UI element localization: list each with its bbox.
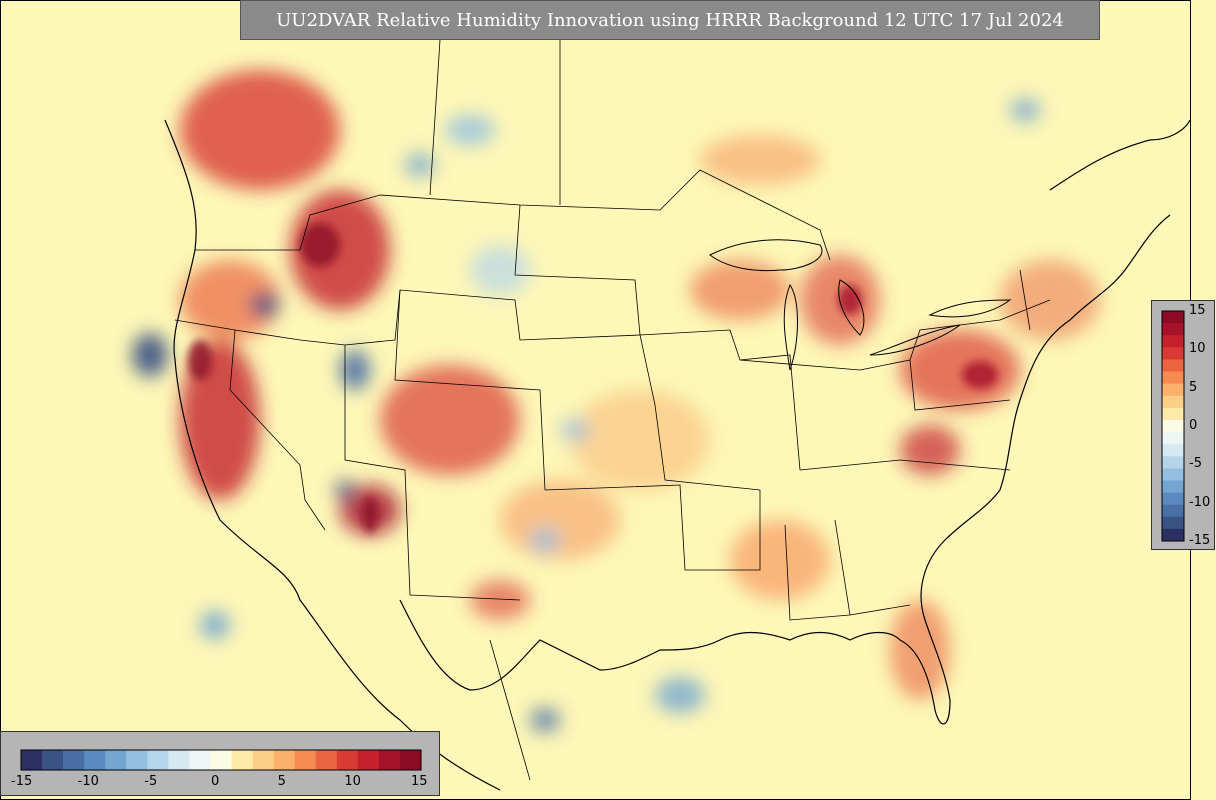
- great-lakes: [709, 239, 1012, 371]
- colorbar-h-tick-label: 5: [277, 774, 286, 789]
- colorbar-v-swatch: [1162, 395, 1184, 409]
- colorbar-v-swatch: [1162, 359, 1184, 373]
- colorbar-h-swatch: [21, 750, 43, 770]
- colorbar-h-swatch: [231, 750, 254, 770]
- colorbar-h-swatch: [336, 750, 359, 770]
- colorbar-h-swatch: [315, 750, 338, 770]
- innovation-field-fine: [188, 223, 998, 533]
- colorbar-h-swatch: [147, 750, 169, 770]
- colorbar-h-swatch: [378, 750, 401, 770]
- colorbar-horizontal: -15 -10 -5 0 5 10 15: [0, 731, 440, 796]
- colorbar-v-swatch: [1162, 444, 1184, 457]
- colorbar-vertical: 15 10 5 0 -5 -10 -15: [1151, 300, 1215, 550]
- colorbar-v-swatch: [1162, 407, 1184, 421]
- colorbar-v-swatch: [1162, 335, 1184, 348]
- colorbar-h-tick-label: 10: [344, 774, 361, 789]
- colorbar-h-swatch: [252, 750, 275, 770]
- colorbar-v-tick-label: 5: [1189, 379, 1198, 395]
- colorbar-h-swatch: [189, 750, 211, 770]
- colorbar-v-swatch: [1162, 480, 1184, 494]
- colorbar-h-tick-label: -10: [77, 774, 99, 789]
- colorbar-h-swatch: [84, 750, 106, 770]
- colorbar-h-swatch: [105, 750, 127, 770]
- colorbar-v-swatch: [1162, 468, 1184, 481]
- colorbar-v-swatch: [1162, 371, 1184, 385]
- colorbar-h-tick-label: 0: [211, 774, 220, 789]
- colorbar-v-swatch: [1162, 528, 1184, 542]
- colorbar-v-tick-label: -5: [1189, 456, 1202, 472]
- colorbar-v-swatch: [1162, 347, 1184, 360]
- colorbar-v-tick-label: -10: [1189, 494, 1211, 510]
- colorbar-h-tick-label: -15: [11, 774, 33, 789]
- map-title-box: UU2DVAR Relative Humidity Innovation usi…: [240, 0, 1100, 40]
- colorbar-v-tick-label: 15: [1189, 303, 1206, 318]
- colorbar-v-tick-label: 0: [1189, 418, 1198, 433]
- colorbar-v-swatch: [1162, 311, 1184, 324]
- colorbar-v-swatch: [1162, 492, 1184, 506]
- colorbar-v-swatch: [1162, 516, 1184, 530]
- colorbar-h-tick-label: -5: [144, 774, 158, 789]
- colorbar-h-swatch: [273, 750, 296, 770]
- colorbar-h-swatch: [210, 750, 233, 770]
- colorbar-v-swatch: [1162, 456, 1184, 469]
- colorbar-h-swatch: [168, 750, 190, 770]
- state-borders: [174, 39, 1051, 781]
- colorbar-v-swatch: [1162, 432, 1184, 445]
- colorbar-v-swatch: [1162, 383, 1184, 397]
- colorbar-h-tick-label: 15: [411, 774, 428, 789]
- colorbar-h-swatch: [63, 750, 85, 770]
- colorbar-vertical-strip: [1161, 310, 1185, 542]
- colorbar-v-tick-label: 10: [1189, 341, 1206, 357]
- colorbar-h-swatch: [357, 750, 380, 770]
- colorbar-h-swatch: [42, 750, 64, 770]
- colorbar-horizontal-strip: [20, 749, 422, 771]
- colorbar-v-swatch: [1162, 419, 1184, 433]
- colorbar-h-swatch: [399, 750, 422, 770]
- map-title: UU2DVAR Relative Humidity Innovation usi…: [276, 9, 1064, 31]
- colorbar-h-swatch: [294, 750, 317, 770]
- colorbar-h-swatch: [126, 750, 148, 770]
- colorbar-v-swatch: [1162, 323, 1184, 336]
- colorbar-v-tick-label: -15: [1189, 533, 1211, 548]
- innovation-field: [132, 70, 1100, 732]
- colorbar-v-swatch: [1162, 504, 1184, 518]
